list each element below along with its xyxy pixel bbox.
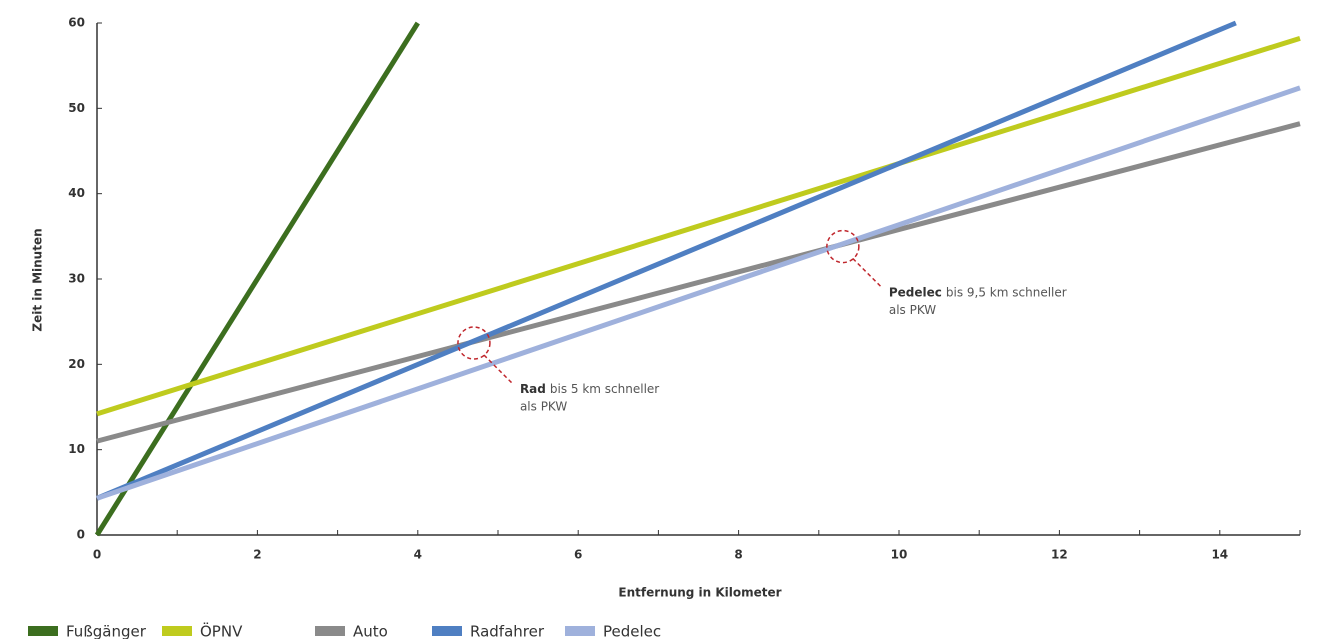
series-line bbox=[96, 20, 1237, 501]
annotation-text: Pedelec bis 9,5 km schneller bbox=[889, 285, 1067, 299]
annotation-text: Rad bis 5 km schneller bbox=[520, 382, 659, 396]
x-tick-label: 10 bbox=[891, 548, 908, 562]
annotation-line: bis 5 km schneller bbox=[550, 382, 659, 396]
series-line bbox=[96, 121, 1301, 444]
legend-label: Auto bbox=[353, 623, 388, 639]
y-tick-label: 50 bbox=[68, 101, 85, 115]
annotation-emphasis: Rad bbox=[520, 382, 546, 396]
annotation-text: als PKW bbox=[889, 303, 936, 317]
legend-swatch bbox=[432, 626, 462, 636]
x-tick-label: 8 bbox=[734, 548, 742, 562]
series-line bbox=[94, 21, 420, 537]
y-tick-label: 30 bbox=[68, 272, 85, 286]
y-tick-label: 10 bbox=[68, 442, 85, 456]
y-tick-label: 60 bbox=[68, 16, 85, 30]
x-tick-label: 6 bbox=[574, 548, 582, 562]
x-tick-label: 2 bbox=[253, 548, 261, 562]
series-line bbox=[96, 85, 1301, 501]
legend-label: ÖPNV bbox=[200, 622, 243, 639]
annotation-circle bbox=[457, 326, 491, 360]
y-tick-label: 20 bbox=[68, 357, 85, 371]
legend-swatch bbox=[315, 626, 345, 636]
legend-swatch bbox=[28, 626, 58, 636]
y-tick-label: 40 bbox=[68, 186, 85, 200]
legend-label: Pedelec bbox=[603, 623, 661, 639]
x-axis-label: Entfernung in Kilometer bbox=[618, 586, 781, 600]
annotation-circle bbox=[826, 229, 860, 264]
annotation-leader bbox=[852, 258, 882, 288]
x-tick-label: 0 bbox=[93, 548, 101, 562]
annotation-emphasis: Pedelec bbox=[889, 285, 942, 299]
legend-swatch bbox=[565, 626, 595, 636]
annotation-line: bis 9,5 km schneller bbox=[946, 285, 1067, 299]
x-tick-label: 14 bbox=[1211, 548, 1228, 562]
x-tick-label: 12 bbox=[1051, 548, 1068, 562]
y-tick-label: 0 bbox=[77, 528, 85, 542]
annotation-text: als PKW bbox=[520, 400, 567, 414]
y-axis-label: Zeit in Minuten bbox=[31, 228, 45, 331]
legend-label: Fußgänger bbox=[66, 623, 147, 639]
legend-label: Radfahrer bbox=[470, 623, 545, 639]
legend-swatch bbox=[162, 626, 192, 636]
x-tick-label: 4 bbox=[414, 548, 422, 562]
series-line bbox=[96, 35, 1301, 417]
